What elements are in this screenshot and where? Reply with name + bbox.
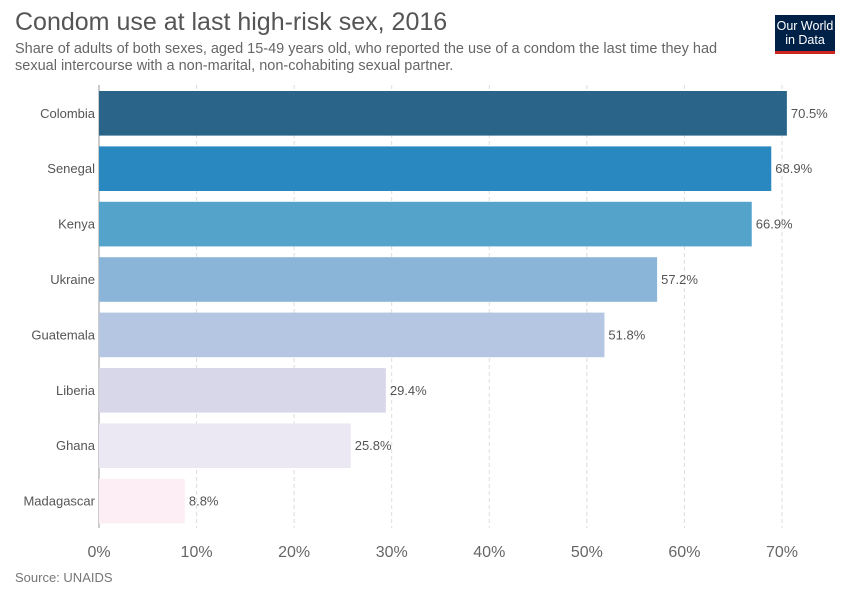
value-label: 57.2% [661,272,698,287]
x-tick-label: 0% [87,544,110,561]
category-labels: Colombia Senegal Kenya Ukraine Guatemala Libe… [23,106,95,509]
x-tick-label: 70% [766,544,798,561]
value-labels: 70.5% 68.9% 66.9% 57.2% 51.8% 29.4% 25.8% 8.8% [189,106,828,509]
bar[interactable] [99,423,351,468]
value-label: 25.8% [355,438,392,453]
owid-logo[interactable]: Our World in Data [775,15,835,54]
category-label: Ghana [56,438,96,453]
value-label: 8.8% [189,494,219,509]
category-label: Guatemala [31,327,95,342]
x-tick-label: 10% [181,544,213,561]
category-label: Liberia [56,383,96,398]
bar[interactable] [99,257,658,302]
source-note: Source: UNAIDS [15,570,113,585]
x-tick-label: 20% [278,544,310,561]
bar[interactable] [99,91,787,136]
value-label: 29.4% [390,383,427,398]
chart-subtitle: Share of adults of both sexes, aged 15-4… [15,41,718,74]
bars [99,91,787,524]
value-label: 70.5% [791,106,828,121]
category-label: Ukraine [50,272,95,287]
bar[interactable] [99,368,386,413]
value-label: 68.9% [775,161,812,176]
logo-line-2: in Data [785,33,825,47]
x-tick-label: 40% [473,544,505,561]
x-tick-label: 30% [376,544,408,561]
bar[interactable] [99,201,752,247]
logo-line-1: Our World [776,19,834,33]
x-tick-label: 50% [571,544,603,561]
bar[interactable] [99,146,772,191]
bar[interactable] [99,478,185,524]
bar[interactable] [99,312,605,358]
value-label: 51.8% [608,327,645,342]
x-tick-label: 60% [668,544,700,561]
category-label: Madagascar [23,494,95,509]
x-axis-ticks: 0% 10% 20% 30% 40% 50% 60% 70% [87,544,798,561]
category-label: Senegal [47,161,95,176]
category-label: Kenya [58,217,96,232]
chart-title: Condom use at last high-risk sex, 2016 [15,8,448,36]
category-label: Colombia [40,106,96,121]
value-label: 66.9% [756,217,793,232]
